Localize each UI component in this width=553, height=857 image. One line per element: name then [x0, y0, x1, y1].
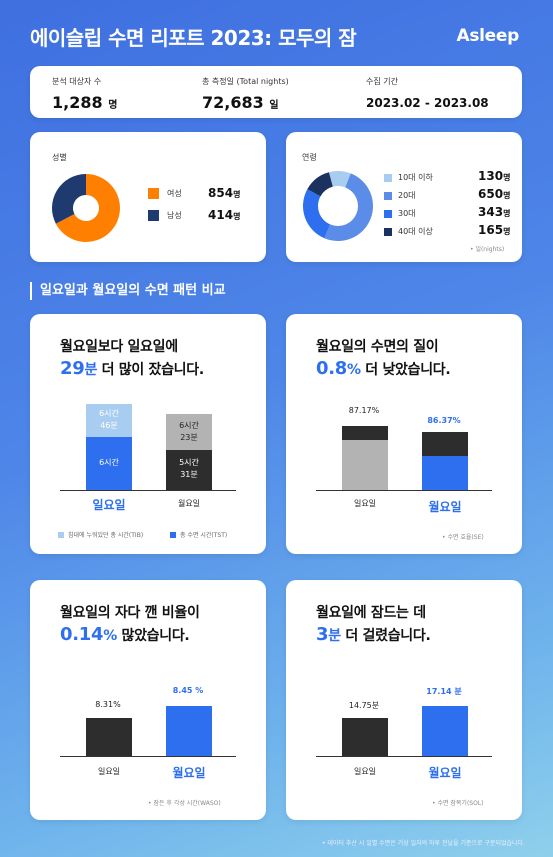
swatch-male — [148, 210, 159, 221]
baseline — [60, 756, 236, 757]
report-title: 에이슬립 수면 리포트 2023: 모두의 잠 — [30, 26, 357, 50]
age-30s-count: 343명 — [478, 205, 511, 219]
legend-tst: 총 수면 시간(TST) — [170, 530, 227, 539]
gender-donut-chart — [51, 174, 120, 242]
x-label-monday: 월요일 — [172, 766, 206, 780]
swatch-age-30s — [384, 209, 392, 218]
x-label-monday: 월요일 — [428, 500, 462, 514]
value-label-monday: 86.37% — [427, 416, 461, 425]
sol-note: • 수면 잠복기(SOL) — [432, 800, 484, 807]
gender-label: 성별 — [52, 153, 67, 162]
value-label-monday: 8.45 % — [172, 686, 204, 695]
stat-value: 2023.02 - 2023.08 — [366, 96, 489, 110]
stat-label: 분석 대상자 수 — [52, 77, 102, 86]
bar-monday-tib — [166, 414, 212, 450]
x-label-sunday: 일요일 — [353, 767, 377, 776]
age-slice-3 — [307, 172, 333, 197]
gender-card: 성별 여성 854명 남성 414명 — [30, 132, 266, 262]
female-count: 854명 — [208, 186, 241, 200]
stat-value: 1,288 명 — [52, 93, 118, 112]
gender-slice-1 — [51, 174, 86, 224]
stat-label: 수집 기간 — [366, 77, 398, 86]
bar-monday-blue — [422, 456, 468, 490]
label-monday-tib: 6시간 23분 — [179, 421, 199, 442]
swatch-age-10s — [384, 173, 392, 182]
chart-heading-line2: 0.8% 더 낮았습니다. — [316, 358, 451, 379]
legend-age-30s: 30대 — [384, 208, 416, 219]
male-count: 414명 — [208, 208, 241, 222]
bar-sunday-tib — [86, 404, 132, 437]
sol-card: 월요일에 잠드는 데 3분 더 걸렸습니다. 14.75분 17.14 분 일요… — [286, 580, 522, 820]
chart-heading-line1: 월요일에 잠드는 데 — [316, 605, 426, 621]
value-label-sunday: 87.17% — [348, 406, 380, 415]
bar-sunday-gray — [342, 440, 388, 490]
swatch-female — [148, 188, 159, 199]
footnote: • 데이터 추산 시 일별 수면은 기상 일자의 하루 전날을 기준으로 구분되… — [321, 840, 525, 847]
label-monday-tst: 5시간 31분 — [179, 458, 199, 479]
legend-tib: 침대에 누워있던 총 시간(TIB) — [58, 530, 143, 539]
baseline — [316, 490, 492, 491]
chart-heading-line1: 월요일보다 일요일에 — [60, 339, 178, 355]
legend-age-20s: 20대 — [384, 190, 416, 201]
swatch-tst — [170, 531, 176, 538]
age-10s-count: 130명 — [478, 169, 511, 183]
sleep-efficiency-card: 월요일의 수면의 질이 0.8% 더 낮았습니다. 87.17% 86.37% … — [286, 314, 522, 554]
asleep-logo: Asleep — [456, 26, 519, 46]
chart-heading-line1: 월요일의 수면의 질이 — [316, 339, 439, 355]
waso-note: • 잠든 후 각성 시간(WASO) — [148, 800, 221, 807]
section-heading: 일요일과 월요일의 수면 패턴 비교 — [30, 282, 226, 300]
sleep-time-card: 월요일보다 일요일에 29분 더 많이 잤습니다. 6시간 46분 6시간 6시… — [30, 314, 266, 554]
baseline — [316, 756, 492, 757]
age-note: • 일(nights) — [470, 246, 505, 253]
bar-sunday — [342, 718, 388, 756]
bar-sunday-dark — [342, 426, 388, 440]
chart-heading-line2: 3분 더 걸렸습니다. — [316, 624, 431, 645]
x-label-sunday: 일요일 — [92, 498, 126, 512]
stat-value: 72,683 일 — [202, 93, 279, 112]
x-label-sunday: 일요일 — [97, 767, 121, 776]
x-label-monday: 월요일 — [177, 499, 201, 508]
swatch-age-40s — [384, 227, 392, 236]
se-note: • 수면 효율(SE) — [442, 534, 484, 541]
waso-card: 월요일의 자다 깬 비율이 0.14% 많았습니다. 8.31% 8.45 % … — [30, 580, 266, 820]
stat-label: 총 측정일 (Total nights) — [202, 77, 289, 86]
chart-heading-line2: 0.14% 많았습니다. — [60, 624, 190, 645]
x-label-sunday: 일요일 — [353, 499, 377, 508]
bar-sunday-tst — [86, 437, 132, 490]
bar-monday — [166, 706, 212, 756]
x-label-monday: 월요일 — [428, 766, 462, 780]
legend-age-10s: 10대 이하 — [384, 172, 433, 183]
age-slice-2 — [303, 189, 331, 239]
stats-card: 분석 대상자 수 1,288 명 총 측정일 (Total nights) 72… — [30, 66, 522, 118]
chart-heading-line1: 월요일의 자다 깬 비율이 — [60, 605, 200, 621]
age-20s-count: 650명 — [478, 187, 511, 201]
value-label-monday: 17.14 분 — [426, 687, 462, 696]
age-donut-chart — [303, 171, 373, 241]
bar-sunday — [86, 718, 132, 756]
bar-monday — [422, 706, 468, 756]
swatch-tib — [58, 531, 64, 538]
baseline — [60, 490, 236, 491]
stat-subjects: 분석 대상자 수 1,288 명 — [52, 76, 117, 112]
gender-slice-0 — [55, 174, 120, 242]
age-40s-count: 165명 — [478, 223, 511, 237]
age-slice-1 — [324, 173, 373, 241]
bar-monday-tst — [166, 450, 212, 490]
legend-male: 남성 — [148, 210, 182, 221]
age-label: 연령 — [302, 153, 317, 162]
bar-monday-dark — [422, 432, 468, 456]
age-slice-0 — [328, 171, 351, 188]
value-label-sunday: 14.75분 — [348, 701, 380, 710]
label-sunday-tst: 6시간 — [99, 458, 119, 467]
stat-period: 수집 기간 2023.02 - 2023.08 — [366, 76, 489, 110]
stat-nights: 총 측정일 (Total nights) 72,683 일 — [202, 76, 289, 112]
chart-heading-line2: 29분 더 많이 잤습니다. — [60, 358, 204, 379]
label-sunday-tib: 6시간 46분 — [99, 409, 119, 430]
legend-age-40s: 40대 이상 — [384, 226, 433, 237]
swatch-age-20s — [384, 191, 392, 200]
age-card: 연령 10대 이하 130명 20대 650명 30대 343명 40대 이상 … — [286, 132, 522, 262]
value-label-sunday: 8.31% — [95, 700, 121, 709]
legend-female: 여성 — [148, 188, 182, 199]
